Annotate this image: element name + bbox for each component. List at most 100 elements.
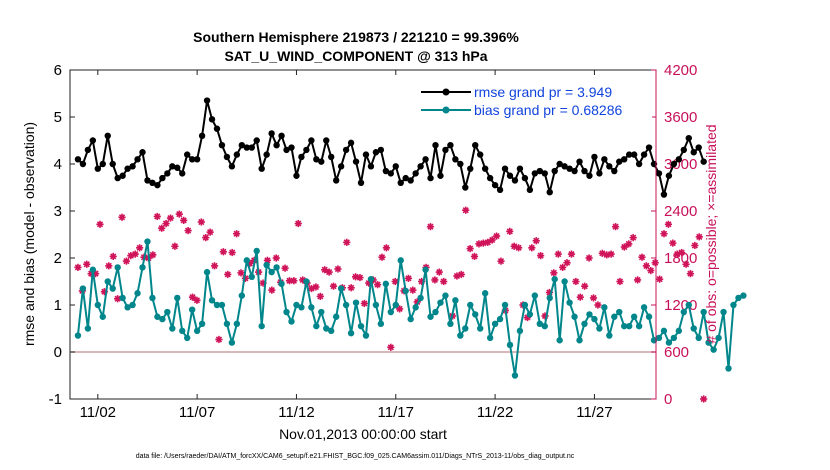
rmse-point [606, 163, 613, 170]
obs-count-point [514, 244, 523, 252]
obs-count-point-core [344, 240, 349, 245]
obs-count-point [373, 281, 382, 289]
rmse-point [164, 170, 171, 177]
bias-point [690, 325, 697, 332]
obs-count-point [470, 252, 479, 261]
bias-point [323, 325, 330, 332]
rmse-point [134, 156, 141, 163]
obs-count-point [343, 238, 351, 246]
bias-point [84, 325, 92, 332]
rmse-point [328, 153, 335, 161]
obs-count-point-core [657, 276, 662, 282]
obs-count-point [682, 260, 690, 268]
obs-count-point-core [384, 245, 389, 251]
x-tick-label: 11/07 [179, 404, 215, 421]
obs-count-point [109, 252, 117, 261]
obs-count-point-core [661, 231, 667, 236]
obs-count-point [316, 292, 324, 300]
legend: rmse grand pr = 3.949 bias grand pr = 0.… [416, 82, 652, 124]
bias-point [616, 308, 623, 316]
bias-point [472, 311, 479, 318]
bias-point [625, 322, 633, 330]
rmse-point [457, 160, 464, 168]
bias-point [730, 301, 737, 309]
rmse-point [670, 160, 678, 168]
obs-count-point [656, 275, 664, 283]
rmse-point [432, 142, 439, 149]
obs-count-point [378, 253, 386, 261]
obs-count-point [550, 269, 558, 277]
right-y-tick-label: 1800 [664, 250, 697, 267]
obs-count-point [197, 218, 205, 226]
bias-point [397, 257, 404, 264]
obs-count-point [647, 266, 655, 275]
obs-count-point [435, 268, 443, 276]
obs-count-point-core [322, 267, 327, 272]
rmse-point [268, 130, 275, 137]
bias-point [198, 320, 206, 327]
obs-count-point [528, 244, 536, 252]
obs-count-point-core [630, 235, 636, 240]
obs-count-point [673, 250, 681, 258]
obs-count-point [312, 283, 320, 291]
bias-point [203, 268, 211, 276]
bias-point [675, 327, 683, 335]
rmse-point [556, 160, 563, 168]
obs-count-point-core [639, 255, 645, 260]
obs-count-point [492, 232, 501, 240]
legend-box [416, 82, 652, 124]
bias-point [516, 327, 524, 335]
rmse-point [447, 142, 454, 149]
obs-count-point-core [291, 278, 297, 283]
bias-point [114, 264, 121, 271]
obs-count-point-core [313, 284, 319, 290]
bias-point [491, 320, 499, 327]
rmse-point [516, 165, 524, 172]
obs-count-point-core [564, 260, 570, 265]
obs-count-point-core [133, 251, 138, 257]
obs-count-point [202, 234, 210, 242]
obs-count-point-core [507, 229, 512, 234]
rmse-point [601, 156, 608, 163]
rmse-point [362, 151, 370, 158]
rmse-point [630, 151, 638, 158]
bias-point [288, 318, 295, 325]
rmse-point [94, 165, 102, 172]
obs-count-point [404, 274, 413, 282]
obs-count-point [396, 305, 404, 313]
bias-point [313, 322, 320, 330]
bias-point [238, 292, 246, 299]
bias-point [347, 330, 355, 337]
obs-count-point [457, 270, 465, 279]
bias-point [328, 327, 335, 335]
bias-point [119, 294, 126, 302]
obs-count-point-core [150, 252, 156, 258]
bias-point [457, 332, 464, 339]
rmse-point [238, 142, 246, 149]
rmse-point [591, 153, 598, 161]
bias-point [501, 301, 509, 309]
obs-count-point [153, 212, 161, 221]
rmse-point [308, 137, 315, 144]
obs-count-point-core [212, 263, 217, 269]
obs-count-point [506, 227, 514, 235]
rmse-point [571, 167, 578, 175]
obs-count-point-core [393, 279, 398, 284]
rmse-point [462, 184, 469, 191]
bias-point [725, 365, 732, 372]
bias-point [357, 322, 365, 330]
rmse-point [506, 172, 514, 179]
obs-count-point [334, 265, 342, 273]
rmse-point [541, 170, 548, 177]
obs-count-point [559, 263, 567, 271]
obs-count-point-core [467, 246, 473, 251]
bias-point [561, 278, 568, 285]
rmse-point [303, 146, 310, 154]
bias-point [601, 304, 608, 311]
bias-point [149, 294, 156, 302]
rmse-point [342, 146, 350, 154]
bias-point [452, 297, 459, 304]
obs-count-point-core [608, 251, 614, 257]
rmse-point [467, 165, 474, 172]
